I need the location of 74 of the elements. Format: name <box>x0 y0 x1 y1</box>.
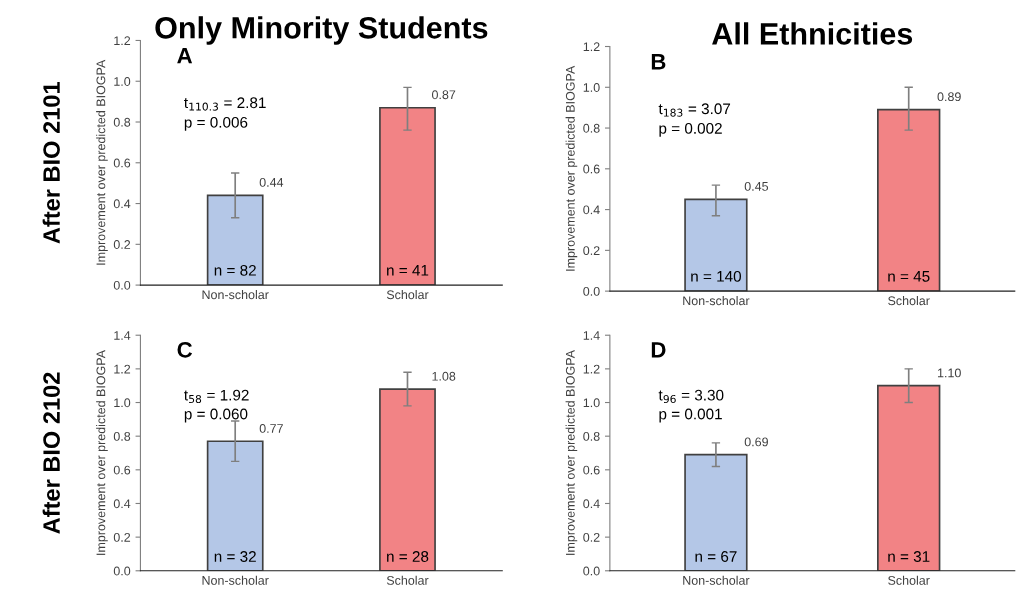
annotation: p = 0.002 <box>659 122 722 137</box>
annotation: p = 0.006 <box>184 116 248 131</box>
y-tick-label: 0.2 <box>113 532 131 542</box>
y-tick-label: 1.2 <box>583 364 600 374</box>
annotation: C <box>177 341 193 358</box>
y-tick-label: 0.6 <box>113 465 131 475</box>
data-label: 1.10 <box>937 368 961 378</box>
y-tick-label: 0.8 <box>113 431 131 441</box>
annotation: n = 41 <box>387 265 429 276</box>
y-tick-label: 0.0 <box>113 566 131 576</box>
annotation: p = 0.060 <box>184 408 248 423</box>
y-tick-label: 1.2 <box>583 42 600 52</box>
x-tick-label: Non-scholar <box>202 575 269 585</box>
y-tick-label: 1.0 <box>114 77 131 86</box>
y-tick-label: 1.2 <box>114 364 131 374</box>
data-label: 0.69 <box>744 437 768 447</box>
y-axis-title: Improvement over predicted BIOGPA <box>96 59 108 265</box>
y-tick-label: 1.4 <box>583 331 600 340</box>
y-tick-label: 0.4 <box>113 499 131 509</box>
y-axis-title: Improvement over predicted BIOGPA <box>96 349 108 555</box>
x-tick-label: Non-scholar <box>683 295 750 306</box>
annotation: n = 82 <box>214 264 256 276</box>
x-tick-label: Scholar <box>386 575 429 585</box>
data-label: 0.89 <box>937 92 961 102</box>
y-tick-label: 1.4 <box>114 331 131 340</box>
annotation: n = 140 <box>691 270 742 282</box>
y-tick-label: 0.8 <box>113 117 131 127</box>
annotation: A <box>177 48 193 64</box>
data-label: 0.87 <box>431 90 456 100</box>
chart-title: All Ethnicities <box>712 22 913 45</box>
y-tick-label: 1.0 <box>583 398 600 408</box>
y-tick-label: 0.0 <box>583 286 600 296</box>
y-tick-label: 0.0 <box>583 566 600 576</box>
annotation: D <box>651 342 666 358</box>
annotation: n = 32 <box>214 551 256 562</box>
y-tick-label: 0.8 <box>583 123 600 133</box>
y-axis-title: Improvement over predicted BIOGPA <box>565 349 578 555</box>
x-tick-label: Scholar <box>888 295 930 306</box>
y-tick-label: 1.0 <box>114 398 131 408</box>
data-label: 0.44 <box>259 177 284 187</box>
annotation: B <box>651 54 666 70</box>
y-tick-label: 0.2 <box>583 532 600 542</box>
y-tick-label: 0.6 <box>583 164 600 174</box>
annotation: n = 28 <box>387 551 429 562</box>
annotation: t$_{183}$ = 3.07 <box>658 103 731 117</box>
data-label: 0.45 <box>744 181 769 191</box>
y-tick-label: 0.4 <box>113 199 131 209</box>
y-tick-label: 1.0 <box>583 83 600 92</box>
annotation: n = 31 <box>888 551 930 562</box>
y-tick-label: 0.4 <box>583 205 600 215</box>
y-tick-label: 0.8 <box>583 431 600 441</box>
annotation: n = 67 <box>695 551 737 562</box>
y-tick-label: 0.6 <box>113 158 131 168</box>
x-tick-label: Scholar <box>888 575 930 585</box>
text: After BIO 2101 <box>42 82 60 244</box>
y-tick-label: 1.2 <box>114 36 131 45</box>
text: After BIO 2102 <box>42 372 60 534</box>
y-tick-label: 0.6 <box>583 465 600 475</box>
annotation: t$_{110.3}$ = 2.81 <box>184 97 266 111</box>
x-tick-label: Non-scholar <box>683 575 750 585</box>
y-tick-label: 0.2 <box>583 246 600 256</box>
y-tick-label: 0.4 <box>583 499 600 509</box>
annotation: n = 45 <box>888 271 930 282</box>
x-tick-label: Scholar <box>386 289 429 300</box>
y-tick-label: 0.0 <box>113 280 131 290</box>
data-label: 0.77 <box>259 424 283 433</box>
annotation: t$_{58}$ = 1.92 <box>184 389 249 404</box>
annotation: p = 0.001 <box>659 408 722 423</box>
data-label: 1.08 <box>432 371 456 381</box>
chart-title: Only Minority Students <box>155 16 488 45</box>
annotation: t$_{96}$ = 3.30 <box>658 389 724 404</box>
x-tick-label: Non-scholar <box>202 289 269 300</box>
y-axis-title: Improvement over predicted BIOGPA <box>565 65 578 271</box>
y-tick-label: 0.2 <box>113 240 131 249</box>
